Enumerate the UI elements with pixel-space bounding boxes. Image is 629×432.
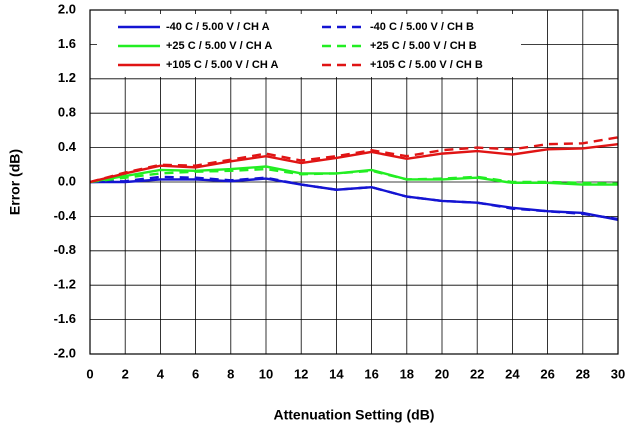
data-line (89, 142, 619, 184)
x-tick-label: 10 (259, 366, 273, 381)
plot-frame (89, 9, 619, 355)
legend-label: -40 C / 5.00 V / CH B (370, 21, 474, 33)
x-tick-label: 2 (122, 366, 129, 381)
x-tick-label: 6 (192, 366, 199, 381)
x-tick-label: 4 (157, 366, 165, 381)
y-tick-label: 1.6 (58, 36, 76, 51)
x-tick-label: 30 (611, 366, 625, 381)
x-tick-label: 24 (505, 366, 520, 381)
x-tick-label: 22 (470, 366, 484, 381)
data-line (89, 167, 619, 185)
x-tick-label: 16 (364, 366, 378, 381)
x-tick-label: 26 (540, 366, 554, 381)
data-line (89, 136, 619, 184)
x-tick-label: 28 (576, 366, 590, 381)
y-axis-title: Error (dB) (7, 149, 23, 215)
data-line (89, 175, 619, 221)
x-tick-label: 8 (227, 366, 234, 381)
y-tick-label: -1.2 (54, 277, 76, 292)
y-tick-label: -1.6 (54, 311, 76, 326)
x-tick-label: 14 (329, 366, 344, 381)
legend-label: +25 C / 5.00 V / CH B (370, 40, 477, 52)
y-tick-label: 1.2 (58, 70, 76, 85)
x-tick-label: 18 (400, 366, 414, 381)
y-tick-label: -0.8 (54, 242, 76, 257)
legend-box (97, 14, 521, 77)
x-tick-label: 12 (294, 366, 308, 381)
y-tick-label: 0.4 (58, 139, 77, 154)
legend-label: -40 C / 5.00 V / CH A (166, 21, 270, 33)
legend-label: +25 C / 5.00 V / CH A (166, 40, 272, 52)
x-axis-title: Attenuation Setting (dB) (274, 407, 435, 423)
y-tick-label: 0.8 (58, 105, 76, 120)
x-tick-label: 0 (86, 366, 93, 381)
y-tick-label: 2.0 (58, 1, 76, 16)
y-tick-label: -2.0 (54, 345, 76, 360)
y-tick-label: 0.0 (58, 173, 76, 188)
x-tick-label: 20 (435, 366, 449, 381)
legend-label: +105 C / 5.00 V / CH B (370, 59, 483, 71)
y-tick-label: -0.4 (54, 208, 77, 223)
legend-label: +105 C / 5.00 V / CH A (166, 59, 278, 71)
